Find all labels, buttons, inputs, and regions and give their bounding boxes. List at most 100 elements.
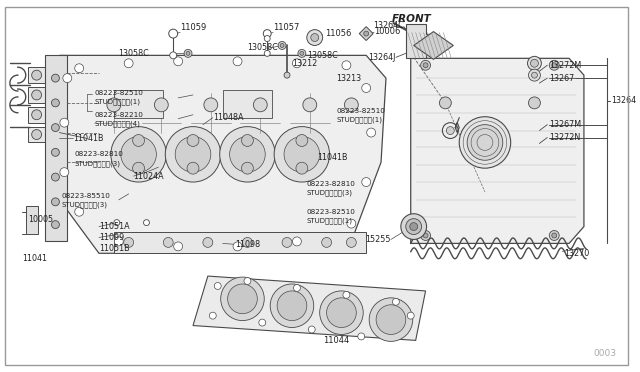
Circle shape <box>343 291 350 298</box>
Circle shape <box>529 97 540 109</box>
Circle shape <box>549 60 559 70</box>
Circle shape <box>203 237 212 247</box>
Circle shape <box>531 59 538 67</box>
Polygon shape <box>54 55 386 253</box>
Text: STUDスタッド(3): STUDスタッド(3) <box>74 160 120 167</box>
Circle shape <box>376 305 406 334</box>
Circle shape <box>214 282 221 289</box>
Text: FRONT: FRONT <box>392 14 431 24</box>
Text: 13058C: 13058C <box>118 49 148 58</box>
Circle shape <box>143 219 150 225</box>
Polygon shape <box>193 276 426 340</box>
Circle shape <box>294 285 300 291</box>
Circle shape <box>132 135 145 147</box>
Circle shape <box>342 61 351 70</box>
Text: 11044: 11044 <box>323 336 349 345</box>
Text: 08223-82510: 08223-82510 <box>337 108 385 114</box>
Text: 11059: 11059 <box>180 23 206 32</box>
Circle shape <box>308 326 316 333</box>
Circle shape <box>170 52 177 59</box>
Circle shape <box>552 63 557 68</box>
Circle shape <box>121 137 156 172</box>
Bar <box>114 231 366 253</box>
Text: 13058C: 13058C <box>307 51 337 60</box>
Circle shape <box>362 84 371 93</box>
Circle shape <box>527 56 541 70</box>
Circle shape <box>187 135 199 147</box>
Text: 13264C: 13264C <box>373 21 404 30</box>
Circle shape <box>369 298 413 341</box>
Text: 15255: 15255 <box>365 235 391 244</box>
Circle shape <box>460 117 511 168</box>
Circle shape <box>406 219 422 234</box>
Circle shape <box>154 98 168 112</box>
Circle shape <box>187 162 199 174</box>
Text: 11098: 11098 <box>236 240 260 249</box>
Circle shape <box>319 291 364 334</box>
Circle shape <box>446 126 454 135</box>
Bar <box>28 107 45 123</box>
Bar <box>114 90 163 118</box>
Bar <box>26 206 38 234</box>
Circle shape <box>362 177 371 186</box>
Text: 13267: 13267 <box>549 74 575 83</box>
Circle shape <box>75 64 84 73</box>
Circle shape <box>111 126 166 182</box>
Circle shape <box>75 207 84 216</box>
Circle shape <box>173 242 182 251</box>
Circle shape <box>173 57 182 66</box>
Circle shape <box>292 237 301 246</box>
Circle shape <box>51 221 60 228</box>
Circle shape <box>270 284 314 327</box>
Circle shape <box>63 74 72 83</box>
Circle shape <box>322 237 332 247</box>
Circle shape <box>233 242 242 251</box>
Circle shape <box>401 214 427 240</box>
Text: 13058C: 13058C <box>248 43 278 52</box>
Circle shape <box>209 312 216 319</box>
Bar <box>28 67 45 83</box>
Circle shape <box>407 312 414 319</box>
Circle shape <box>367 128 376 137</box>
Circle shape <box>204 98 218 112</box>
Text: 13267M: 13267M <box>549 120 581 129</box>
Text: 08223-82510: 08223-82510 <box>307 209 356 215</box>
Circle shape <box>358 333 365 340</box>
Circle shape <box>392 298 399 305</box>
Circle shape <box>296 162 308 174</box>
Text: 11099: 11099 <box>99 233 124 242</box>
Text: 11041B: 11041B <box>317 153 348 162</box>
Circle shape <box>264 51 270 56</box>
Circle shape <box>284 137 319 172</box>
Circle shape <box>163 237 173 247</box>
Circle shape <box>51 74 60 82</box>
Text: 08223-82810: 08223-82810 <box>307 181 356 187</box>
Text: 08223-82810: 08223-82810 <box>74 151 123 157</box>
Circle shape <box>280 44 284 48</box>
Bar <box>28 126 45 142</box>
Text: STUDスタッド(1): STUDスタッド(1) <box>337 116 383 123</box>
Circle shape <box>241 162 253 174</box>
Text: STUDスタッド(1): STUDスタッド(1) <box>94 99 140 105</box>
Circle shape <box>549 231 559 240</box>
Circle shape <box>31 110 42 120</box>
Circle shape <box>420 231 431 240</box>
Circle shape <box>303 98 317 112</box>
Circle shape <box>175 137 211 172</box>
Circle shape <box>184 49 192 57</box>
Circle shape <box>364 31 369 36</box>
Circle shape <box>423 233 428 238</box>
Circle shape <box>420 60 431 70</box>
Circle shape <box>51 198 60 206</box>
Text: 13264: 13264 <box>612 96 637 105</box>
Circle shape <box>165 126 221 182</box>
Circle shape <box>169 29 178 38</box>
Circle shape <box>552 233 557 238</box>
Circle shape <box>278 42 286 49</box>
Text: 13272M: 13272M <box>549 61 582 70</box>
Text: 0003: 0003 <box>594 349 617 358</box>
Circle shape <box>264 36 270 42</box>
Text: 11041: 11041 <box>22 254 47 263</box>
Circle shape <box>60 118 68 127</box>
Text: STUDスタッド(3): STUDスタッド(3) <box>307 190 353 196</box>
